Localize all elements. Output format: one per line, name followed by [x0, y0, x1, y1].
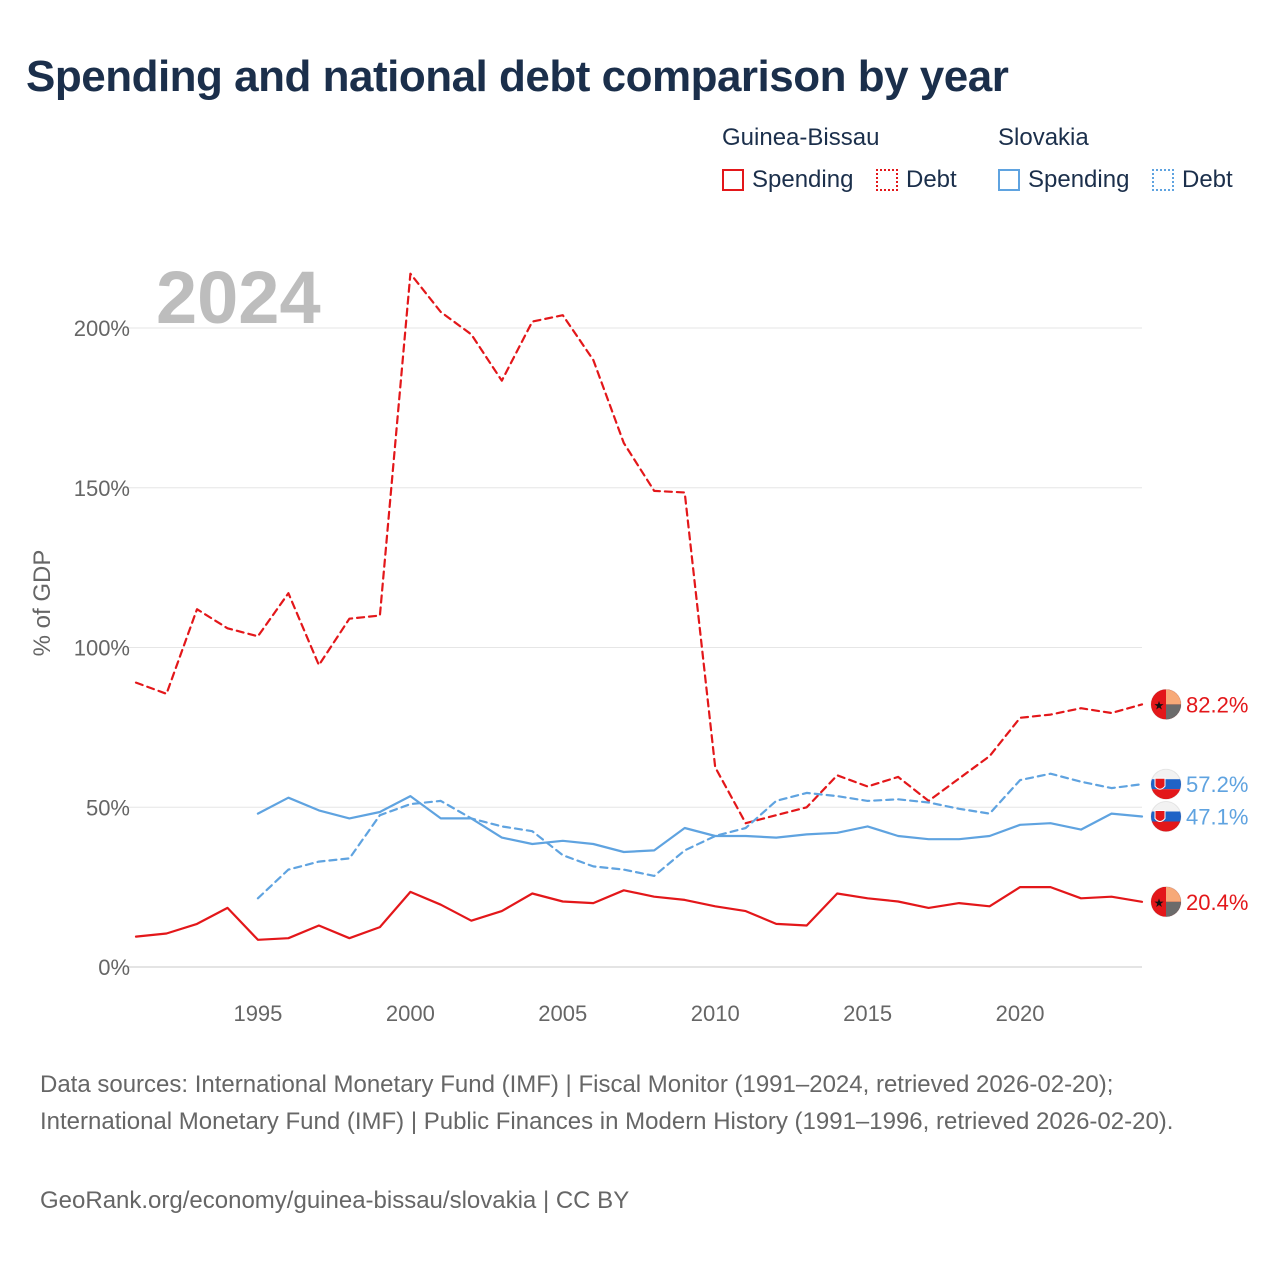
series-line-guinea-bissau-debt[interactable]: [134, 272, 1144, 825]
x-tick-label: 2015: [843, 1001, 892, 1026]
y-tick-label: 150%: [74, 476, 130, 501]
slovakia-flag-icon: [1150, 768, 1182, 800]
chart-title: Spending and national debt comparison by…: [26, 52, 1009, 101]
series-line-slovakia-debt[interactable]: [256, 772, 1144, 900]
x-tick-label: 2010: [691, 1001, 740, 1026]
legend-country-slovakia: Slovakia: [998, 124, 1089, 151]
legend-label: Debt: [906, 166, 957, 193]
guinea-bissau-flag-icon: ★: [1150, 688, 1182, 720]
footer-sources: Data sources: International Monetary Fun…: [40, 1071, 1174, 1135]
legend-label: Spending: [1028, 166, 1130, 193]
line-chart: 2024 % of GDP 0% 50% 100% 150% 200% 1995 2000 2…: [29, 256, 1248, 1026]
x-tick-label: 2005: [538, 1001, 587, 1026]
series-line-slovakia-spending[interactable]: [256, 794, 1144, 854]
end-value-label: 20.4%: [1186, 890, 1248, 915]
legend-label: Debt: [1182, 166, 1233, 193]
svg-text:★: ★: [1154, 698, 1165, 712]
legend-label: Spending: [752, 166, 854, 193]
svg-text:★: ★: [1154, 896, 1165, 910]
x-tick-label: 2000: [386, 1001, 435, 1026]
legend-item-guinea-bissau-spending[interactable]: Spending: [722, 166, 853, 194]
end-value-label: 57.2%: [1186, 772, 1248, 797]
y-tick-label: 100%: [74, 636, 130, 661]
legend-country-guinea-bissau: Guinea-Bissau: [722, 124, 880, 151]
legend-item-slovakia-spending[interactable]: Spending: [998, 166, 1129, 194]
legend-swatch-dotted-icon: [1152, 169, 1174, 191]
slovakia-flag-icon: [1150, 801, 1182, 832]
x-tick-label: 2020: [996, 1001, 1045, 1026]
year-watermark: 2024: [156, 256, 321, 339]
end-value-label: 82.2%: [1186, 692, 1248, 717]
y-tick-label: 0%: [98, 955, 130, 980]
x-tick-label: 1995: [233, 1001, 282, 1026]
y-axis-label: % of GDP: [29, 550, 56, 657]
legend-item-slovakia-debt[interactable]: Debt: [1152, 166, 1233, 194]
legend-swatch-solid-icon: [998, 169, 1020, 191]
guinea-bissau-flag-icon: ★: [1150, 886, 1182, 918]
legend-swatch-dotted-icon: [876, 169, 898, 191]
y-tick-label: 200%: [74, 316, 130, 341]
legend-item-guinea-bissau-debt[interactable]: Debt: [876, 166, 957, 194]
footer-credit[interactable]: GeoRank.org/economy/guinea-bissau/slovak…: [40, 1187, 630, 1214]
series-line-guinea-bissau-spending[interactable]: [134, 885, 1144, 941]
end-value-label: 47.1%: [1186, 805, 1248, 830]
y-tick-label: 50%: [86, 795, 130, 820]
legend-swatch-solid-icon: [722, 169, 744, 191]
